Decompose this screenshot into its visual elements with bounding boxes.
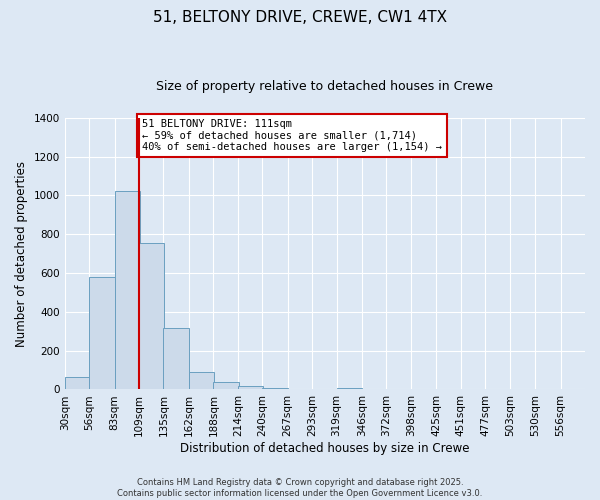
X-axis label: Distribution of detached houses by size in Crewe: Distribution of detached houses by size …: [180, 442, 470, 455]
Bar: [65, 377, 90, 390]
Bar: [214, 382, 239, 390]
Text: Contains HM Land Registry data © Crown copyright and database right 2025.
Contai: Contains HM Land Registry data © Crown c…: [118, 478, 482, 498]
Bar: [189, 372, 214, 390]
Bar: [337, 388, 362, 390]
Text: 51 BELTONY DRIVE: 111sqm
← 59% of detached houses are smaller (1,714)
40% of sem: 51 BELTONY DRIVE: 111sqm ← 59% of detach…: [142, 118, 442, 152]
Text: 51, BELTONY DRIVE, CREWE, CW1 4TX: 51, BELTONY DRIVE, CREWE, CW1 4TX: [153, 10, 447, 25]
Bar: [262, 388, 287, 390]
Title: Size of property relative to detached houses in Crewe: Size of property relative to detached ho…: [157, 80, 493, 93]
Bar: [89, 278, 115, 390]
Bar: [238, 386, 263, 390]
Bar: [163, 328, 189, 390]
Bar: [115, 191, 140, 390]
Y-axis label: Number of detached properties: Number of detached properties: [15, 160, 28, 346]
Bar: [139, 242, 164, 390]
